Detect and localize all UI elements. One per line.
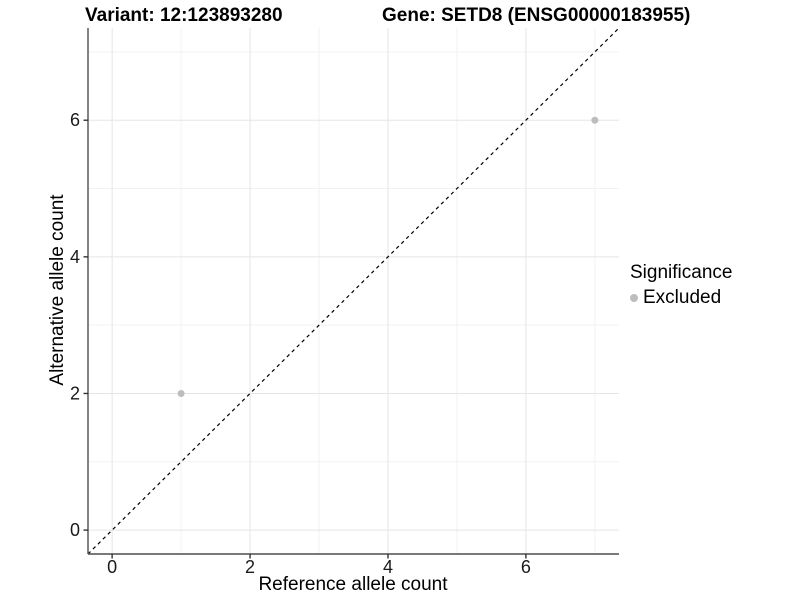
legend: Significance Excluded: [630, 262, 732, 309]
x-tick-label: 2: [245, 557, 255, 577]
y-tick-label: 2: [70, 383, 80, 403]
legend-item-excluded: Excluded: [630, 287, 732, 309]
legend-item-label: Excluded: [643, 287, 722, 308]
y-tick-label: 6: [70, 110, 80, 130]
y-axis-title: Alternative allele count: [47, 194, 68, 386]
identity-line: [87, 27, 620, 555]
plot-title-gene: Gene: SETD8 (ENSG00000183955): [382, 5, 691, 26]
y-tick-label: 0: [70, 520, 80, 540]
data-point: [177, 389, 185, 397]
plot-title-variant: Variant: 12:123893280: [85, 5, 283, 26]
data-point: [591, 116, 599, 124]
x-tick-label: 6: [521, 557, 531, 577]
x-tick-label: 4: [383, 557, 393, 577]
y-tick-label: 4: [70, 247, 80, 267]
x-tick-label: 0: [107, 557, 117, 577]
legend-title: Significance: [630, 262, 733, 283]
excluded-point-swatch-icon: [630, 294, 638, 302]
x-axis-title: Reference allele count: [258, 574, 448, 595]
